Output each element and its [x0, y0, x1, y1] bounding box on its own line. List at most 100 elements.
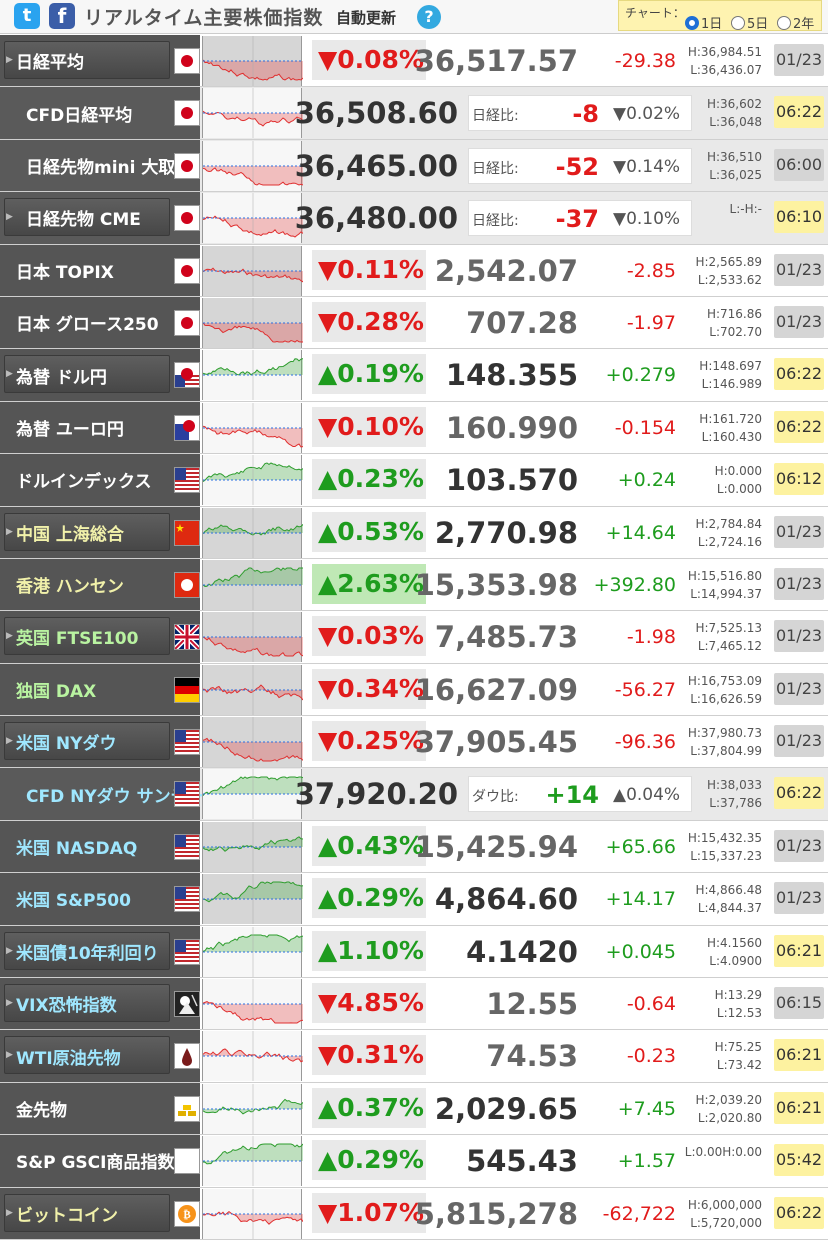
row-name-cell[interactable]: ▶ 日経先物 CME — [0, 192, 200, 244]
sparkline-chart[interactable] — [202, 193, 304, 244]
low-value: L:14,994.37 — [690, 586, 762, 601]
expand-button[interactable] — [4, 41, 170, 79]
sparkline-chart[interactable] — [202, 612, 304, 663]
index-row[interactable]: ▶ 米国 NYダウ ▼0.25% 37,905.45 -96.36 H:37,980.7… — [0, 716, 828, 769]
sparkline-chart[interactable] — [202, 1083, 304, 1134]
index-row[interactable]: ▶ 英国 FTSE100 ▼0.03% 7,485.73 -1.98 H:7,525.1… — [0, 611, 828, 664]
index-row[interactable]: ▶ ビットコイン ₿ ▼1.07% 5,815,278 -62,722 H:6,000,0… — [0, 1187, 828, 1240]
index-row[interactable]: 日本 グロース250 ▼0.28% 707.28 -1.97 H:716.86 L:70… — [0, 296, 828, 350]
index-row[interactable]: 香港 ハンセン ▲2.63% 15,353.98 +392.80 H:15,516.8… — [0, 558, 828, 612]
high-low: H:4,866.48 L:4,844.37 — [695, 881, 762, 917]
sparkline-chart[interactable] — [202, 1188, 304, 1239]
expand-button[interactable] — [4, 617, 170, 656]
row-name-cell[interactable]: ▶ 中国 上海総合 — [0, 506, 200, 558]
comparison-label: ダウ比: — [472, 789, 519, 806]
row-name-cell[interactable]: 日本 TOPIX — [0, 244, 200, 296]
index-row[interactable]: 米国 NASDAQ ▲0.43% 15,425.94 +65.66 H:15,432.… — [0, 820, 828, 874]
row-name-label: 日本 TOPIX — [16, 262, 114, 283]
chart-range-5day[interactable]: 5日 — [731, 13, 768, 32]
expand-button[interactable] — [4, 722, 170, 761]
expand-button[interactable] — [4, 198, 170, 237]
index-row[interactable]: S&P GSCI商品指数 ▲0.29% 545.43 +1.57 L:0.00H:0.… — [0, 1135, 828, 1188]
index-row[interactable]: ▶ VIX恐怖指数 ▼4.85% 12.55 -0.64 H:13.29 L:12.53 0… — [0, 978, 828, 1031]
expand-button[interactable] — [4, 355, 170, 394]
row-name-cell[interactable]: ▶ ビットコイン — [0, 1187, 200, 1239]
index-row[interactable]: ▶ 米国債10年利回り ▲1.10% 4.1420 +0.045 H:4.1560 L:4… — [0, 925, 828, 979]
help-icon[interactable]: ? — [417, 5, 441, 29]
index-row[interactable]: CFD日経平均 36,508.60 日経比: -8 ▼0.02% H:36,602… — [0, 87, 828, 140]
row-name-label: S&P GSCI商品指数 — [16, 1153, 175, 1174]
twitter-icon[interactable]: t — [14, 3, 40, 29]
sparkline-chart[interactable] — [202, 874, 304, 925]
index-row[interactable]: ▶ 日経先物 CME 36,480.00 日経比: -37 ▼0.10% L:-H:… — [0, 192, 828, 245]
row-name-cell[interactable]: ▶ VIX恐怖指数 — [0, 978, 200, 1030]
sparkline-chart[interactable] — [202, 36, 304, 86]
expand-button[interactable] — [4, 1193, 170, 1232]
row-name-cell[interactable]: CFD NYダウ サンデー — [0, 768, 205, 820]
index-row[interactable]: 為替 ユーロ円 ▼0.10% 160.990 -0.154 H:161.720 L:16… — [0, 401, 828, 455]
row-name-cell[interactable]: 香港 ハンセン — [0, 558, 200, 611]
row-name-cell[interactable]: 為替 ユーロ円 — [0, 401, 200, 454]
row-name-cell[interactable]: 日経先物mini 大取 — [0, 139, 200, 192]
row-name-cell[interactable]: ▶ 米国債10年利回り — [0, 925, 200, 978]
index-row[interactable]: CFD NYダウ サンデー 37,920.20 ダウ比: +14 ▲0.04% H… — [0, 768, 828, 821]
index-row[interactable]: ドルインデックス ▲0.23% 103.570 +0.24 H:0.000 L:0.00… — [0, 454, 828, 507]
index-row[interactable]: ▶ WTI原油先物 ▼0.31% 74.53 -0.23 H:75.25 L:73.42 0… — [0, 1030, 828, 1083]
index-row[interactable]: ▶ 為替 ドル円 ▲0.19% 148.355 +0.279 H:148.697 L:14… — [0, 349, 828, 402]
sparkline-chart[interactable] — [202, 297, 303, 348]
expand-button[interactable] — [4, 1036, 170, 1075]
sparkline-chart[interactable] — [202, 559, 303, 610]
row-name-cell[interactable]: ▶ 為替 ドル円 — [0, 349, 200, 401]
sparkline-chart[interactable] — [202, 821, 304, 872]
row-name-cell[interactable]: ▶ 英国 FTSE100 — [0, 611, 200, 663]
sparkline-chart[interactable] — [202, 88, 304, 139]
expand-button[interactable] — [4, 984, 170, 1023]
index-row[interactable]: 日経先物mini 大取 36,465.00 日経比: -52 ▼0.14% H:3… — [0, 139, 828, 193]
sparkline-chart[interactable] — [202, 140, 304, 191]
change-percent: ▲2.63% — [312, 563, 426, 604]
change-percent: ▲0.43% — [312, 825, 426, 866]
update-time: 06:12 — [774, 463, 824, 496]
sparkline-chart[interactable] — [202, 402, 304, 453]
change-value: -29.38 — [614, 50, 676, 72]
row-name-cell[interactable]: 米国 S&P500 — [0, 873, 200, 925]
row-name-cell[interactable]: 独国 DAX — [0, 663, 200, 716]
sparkline-chart[interactable] — [202, 507, 304, 558]
chart-range-2year[interactable]: 2年 — [777, 13, 814, 32]
row-name-cell[interactable]: ▶ 米国 NYダウ — [0, 716, 200, 768]
index-row[interactable]: ▶ 日経平均 ▼0.08% 36,517.57 -29.38 H:36,984.51 L:… — [0, 35, 828, 88]
sparkline-chart[interactable] — [202, 350, 304, 401]
high-value: H:36,510 — [706, 149, 762, 164]
index-row[interactable]: 独国 DAX ▼0.34% 16,627.09 -56.27 H:16,753.09 L… — [0, 663, 828, 717]
gold-flag-icon — [174, 1095, 200, 1122]
sparkline-chart[interactable] — [202, 1031, 304, 1082]
index-row[interactable]: 金先物 ▲0.37% 2,029.65 +7.45 H:2,039.20 L:2,020… — [0, 1082, 828, 1136]
chart-range-1day[interactable]: 1日 — [685, 13, 722, 32]
sparkline-chart[interactable] — [202, 455, 304, 506]
row-name-cell[interactable]: ドルインデックス — [0, 454, 200, 506]
index-row[interactable]: 日本 TOPIX ▼0.11% 2,542.07 -2.85 H:2,565.89 L:… — [0, 244, 828, 297]
expand-button[interactable] — [4, 512, 170, 551]
change-value: +0.24 — [617, 469, 676, 492]
row-name-cell[interactable]: 金先物 — [0, 1082, 200, 1135]
radio-5day-icon[interactable] — [731, 15, 745, 30]
row-name-cell[interactable]: CFD日経平均 — [0, 87, 200, 139]
radio-1day-icon[interactable] — [685, 15, 699, 30]
index-row[interactable]: ▶ 中国 上海総合 ▲0.53% 2,770.98 +14.64 H:2,784.84 L… — [0, 506, 828, 559]
sparkline-chart[interactable] — [202, 245, 304, 296]
row-name-cell[interactable]: 米国 NASDAQ — [0, 820, 200, 873]
sparkline-chart[interactable] — [202, 664, 304, 715]
row-name-cell[interactable]: ▶ WTI原油先物 — [0, 1030, 200, 1082]
sparkline-chart[interactable] — [202, 717, 304, 768]
sparkline-chart[interactable] — [202, 1136, 304, 1187]
facebook-icon[interactable]: f — [49, 3, 75, 29]
row-name-cell[interactable]: 日本 グロース250 — [0, 296, 200, 349]
row-name-cell[interactable]: ▶ 日経平均 — [0, 35, 200, 87]
sparkline-chart[interactable] — [202, 979, 304, 1030]
radio-2year-icon[interactable] — [777, 15, 791, 30]
sparkline-chart[interactable] — [202, 769, 304, 820]
index-row[interactable]: 米国 S&P500 ▲0.29% 4,864.60 +14.17 H:4,866.48… — [0, 873, 828, 926]
expand-button[interactable] — [4, 931, 170, 970]
sparkline-chart[interactable] — [202, 926, 304, 977]
row-name-cell[interactable]: S&P GSCI商品指数 — [0, 1135, 200, 1187]
